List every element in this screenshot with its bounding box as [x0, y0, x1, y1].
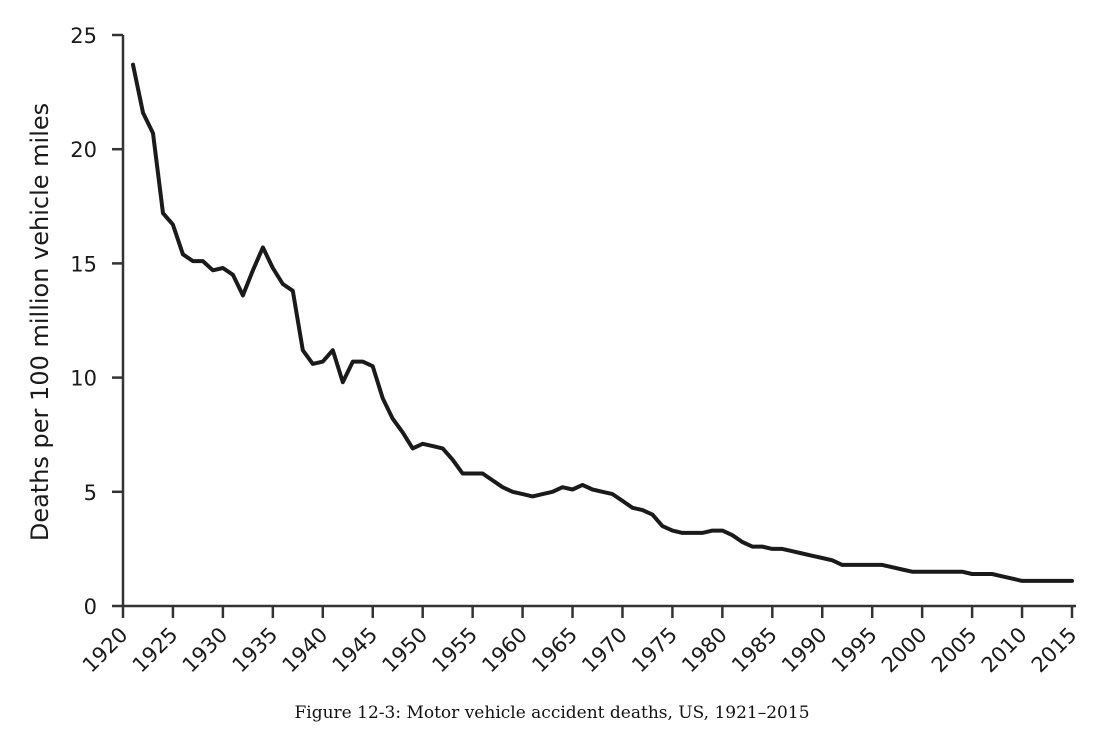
- x-tick-label: 1950: [377, 623, 432, 678]
- x-tick-label: 1930: [178, 623, 233, 678]
- y-ticks: 0 5 10 15 20 25: [70, 24, 123, 619]
- x-tick-label: 1965: [527, 623, 582, 678]
- x-tick-label: 2015: [1027, 623, 1082, 678]
- y-tick-label: 25: [70, 24, 97, 48]
- x-tick-label: 1960: [477, 623, 532, 678]
- x-tick-label: 1995: [827, 623, 882, 678]
- y-axis-title: Deaths per 100 million vehicle miles: [26, 103, 54, 541]
- figure-caption: Figure 12-3: Motor vehicle accident deat…: [294, 703, 809, 723]
- y-tick-label: 10: [70, 367, 97, 391]
- x-tick-label: 1925: [128, 623, 183, 678]
- x-tick-label: 1955: [427, 623, 482, 678]
- y-tick-label: 15: [70, 252, 97, 276]
- x-tick-label: 2010: [977, 623, 1032, 678]
- x-tick-label: 1920: [78, 623, 133, 678]
- x-tick-label: 1975: [627, 623, 682, 678]
- x-tick-label: 1990: [777, 623, 832, 678]
- x-ticks: 1920192519301935194019451950195519601965…: [78, 606, 1082, 677]
- x-tick-label: 2005: [927, 623, 982, 678]
- x-tick-label: 1935: [228, 623, 283, 678]
- x-tick-label: 1970: [577, 623, 632, 678]
- x-tick-label: 1945: [328, 623, 383, 678]
- x-tick-label: 2000: [877, 623, 932, 678]
- x-tick-label: 1940: [278, 623, 333, 678]
- y-tick-label: 20: [70, 138, 97, 162]
- x-tick-label: 1980: [677, 623, 732, 678]
- y-tick-label: 5: [84, 481, 97, 505]
- series-line: [131, 62, 1074, 583]
- x-tick-label: 1985: [727, 623, 782, 678]
- y-tick-label: 0: [84, 595, 97, 619]
